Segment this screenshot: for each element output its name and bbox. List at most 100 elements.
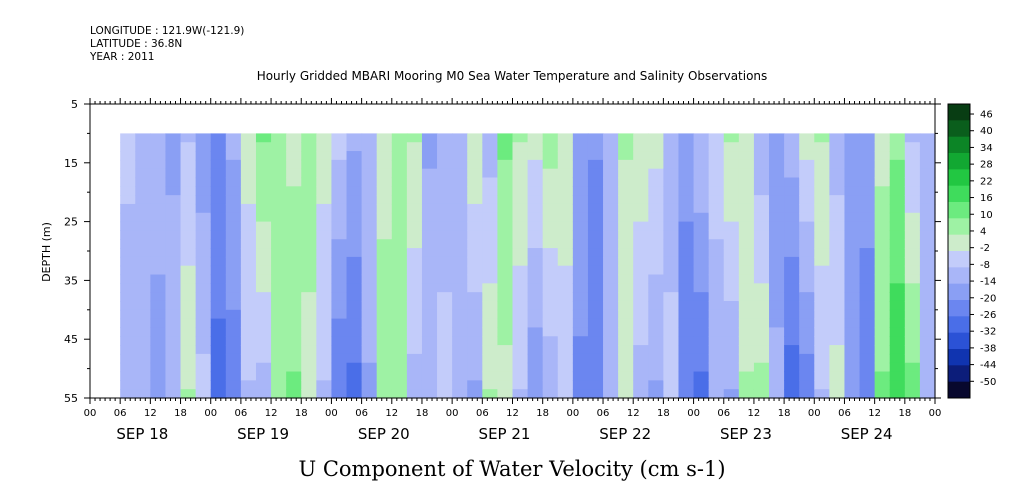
heatmap-cell xyxy=(919,142,936,152)
heatmap-cell xyxy=(829,371,846,381)
heatmap-cell xyxy=(482,212,499,223)
heatmap-cell xyxy=(135,265,151,276)
heatmap-cell xyxy=(633,203,649,214)
heatmap-cell xyxy=(210,336,227,346)
heatmap-cell xyxy=(527,362,544,373)
heatmap-cell xyxy=(678,336,695,346)
heatmap-cell xyxy=(255,327,272,337)
heatmap-cell xyxy=(723,133,740,143)
heatmap-cell xyxy=(723,168,740,179)
heatmap-cell xyxy=(240,221,257,232)
heatmap-cell xyxy=(603,336,619,346)
heatmap-cell xyxy=(723,371,740,381)
heatmap-cell xyxy=(482,362,499,373)
heatmap-cell xyxy=(331,362,348,373)
heatmap-cell xyxy=(693,168,710,179)
heatmap-cell xyxy=(859,248,876,258)
heatmap-cell xyxy=(859,221,876,232)
heatmap-cell xyxy=(919,133,936,143)
x-hour-label: 00 xyxy=(687,408,700,419)
colorbar-swatch xyxy=(948,267,970,285)
heatmap-cell xyxy=(497,345,514,355)
heatmap-cell xyxy=(844,256,861,267)
heatmap-cell xyxy=(618,221,634,232)
heatmap-cell xyxy=(618,203,634,214)
heatmap-cell xyxy=(753,212,770,223)
heatmap-cell xyxy=(603,212,619,223)
heatmap-cell xyxy=(512,327,529,337)
heatmap-cell xyxy=(316,371,333,381)
heatmap-cell xyxy=(135,336,151,346)
heatmap-cell xyxy=(361,283,378,293)
heatmap-cell xyxy=(391,230,408,240)
heatmap-cell xyxy=(708,371,725,381)
heatmap-cell xyxy=(753,309,770,320)
heatmap-cell xyxy=(542,292,559,302)
heatmap-cell xyxy=(331,256,348,267)
heatmap-cell xyxy=(769,142,785,152)
heatmap-cell xyxy=(391,159,408,170)
heatmap-cell xyxy=(678,353,695,364)
heatmap-cell xyxy=(135,327,151,337)
heatmap-cell xyxy=(240,177,257,187)
heatmap-cell xyxy=(301,380,317,390)
heatmap-cell xyxy=(497,248,514,258)
heatmap-cell xyxy=(467,371,483,381)
colorbar-label: -8 xyxy=(980,260,990,271)
heatmap-cell xyxy=(467,203,483,214)
heatmap-cell xyxy=(255,265,272,276)
heatmap-cell xyxy=(738,371,755,381)
heatmap-cell xyxy=(467,318,483,329)
heatmap-cell xyxy=(180,133,197,143)
heatmap-cell xyxy=(527,345,544,355)
heatmap-cell xyxy=(693,362,710,373)
heatmap-cell xyxy=(391,362,408,373)
heatmap-cell xyxy=(225,133,242,143)
heatmap-cell xyxy=(738,159,755,170)
heatmap-cell xyxy=(150,239,167,249)
heatmap-cell xyxy=(874,203,891,214)
heatmap-cell xyxy=(346,380,363,390)
heatmap-cell xyxy=(150,248,167,258)
heatmap-cell xyxy=(784,256,800,267)
heatmap-cell xyxy=(210,212,227,223)
heatmap-cell xyxy=(255,195,272,205)
heatmap-cell xyxy=(452,142,468,152)
heatmap-cell xyxy=(316,221,333,232)
heatmap-cell xyxy=(784,151,800,161)
heatmap-cell xyxy=(346,265,363,276)
heatmap-cell xyxy=(225,327,242,337)
heatmap-cell xyxy=(286,168,302,179)
x-hour-label: 12 xyxy=(868,408,881,419)
heatmap-cell xyxy=(874,309,891,320)
heatmap-cell xyxy=(286,345,302,355)
heatmap-cell xyxy=(135,380,151,390)
heatmap-cell xyxy=(376,353,393,364)
heatmap-cell xyxy=(406,300,423,311)
heatmap-cell xyxy=(180,203,197,214)
heatmap-cell xyxy=(904,345,921,355)
heatmap-cell xyxy=(587,309,604,320)
heatmap-cell xyxy=(603,168,619,179)
heatmap-cell xyxy=(753,221,770,232)
heatmap-cell xyxy=(361,256,378,267)
heatmap-cell xyxy=(195,239,212,249)
heatmap-cell xyxy=(180,168,197,179)
heatmap-cell xyxy=(497,239,514,249)
heatmap-cell xyxy=(859,380,876,390)
heatmap-cell xyxy=(542,186,559,196)
heatmap-cell xyxy=(180,318,197,329)
heatmap-cell xyxy=(738,274,755,284)
heatmap-cell xyxy=(587,380,604,390)
heatmap-cell xyxy=(587,212,604,223)
x-hour-label: 00 xyxy=(446,408,459,419)
heatmap-cell xyxy=(859,186,876,196)
heatmap-cell xyxy=(904,195,921,205)
heatmap-cell xyxy=(271,203,287,214)
heatmap-cell xyxy=(557,371,574,381)
heatmap-cell xyxy=(286,133,302,143)
heatmap-cell xyxy=(572,203,589,214)
heatmap-cell xyxy=(210,248,227,258)
heatmap-cell xyxy=(708,345,725,355)
heatmap-cell xyxy=(708,274,725,284)
